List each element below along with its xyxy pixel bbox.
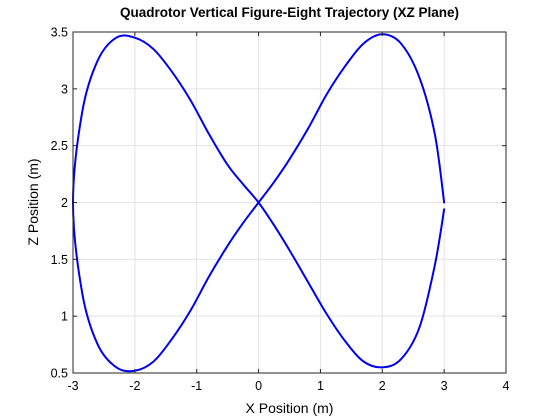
ticks: -3 -2 -1 0 1 2 3 4 0.5 1 1.5 2 2.5 3 3.5 bbox=[51, 26, 510, 394]
y-tick-label: 1 bbox=[61, 310, 68, 324]
y-tick-label: 3.5 bbox=[51, 26, 68, 40]
x-tick-label: 2 bbox=[379, 379, 386, 393]
x-tick-label: -3 bbox=[67, 379, 78, 393]
x-axis-label: X Position (m) bbox=[246, 400, 334, 416]
x-tick-label: 1 bbox=[317, 379, 324, 393]
x-tick-label: 3 bbox=[441, 379, 448, 393]
chart-title: Quadrotor Vertical Figure-Eight Trajecto… bbox=[120, 5, 459, 20]
y-tick-label: 0.5 bbox=[51, 367, 68, 381]
y-tick-label: 2 bbox=[61, 196, 68, 210]
y-axis-label: Z Position (m) bbox=[25, 158, 41, 245]
x-tick-label: -1 bbox=[191, 379, 202, 393]
y-tick-label: 3 bbox=[61, 82, 68, 96]
y-tick-label: 2.5 bbox=[51, 139, 68, 153]
y-tick-label: 1.5 bbox=[51, 253, 68, 267]
x-tick-label: -2 bbox=[129, 379, 140, 393]
x-tick-label: 0 bbox=[255, 379, 262, 393]
x-tick-label: 4 bbox=[503, 379, 510, 393]
